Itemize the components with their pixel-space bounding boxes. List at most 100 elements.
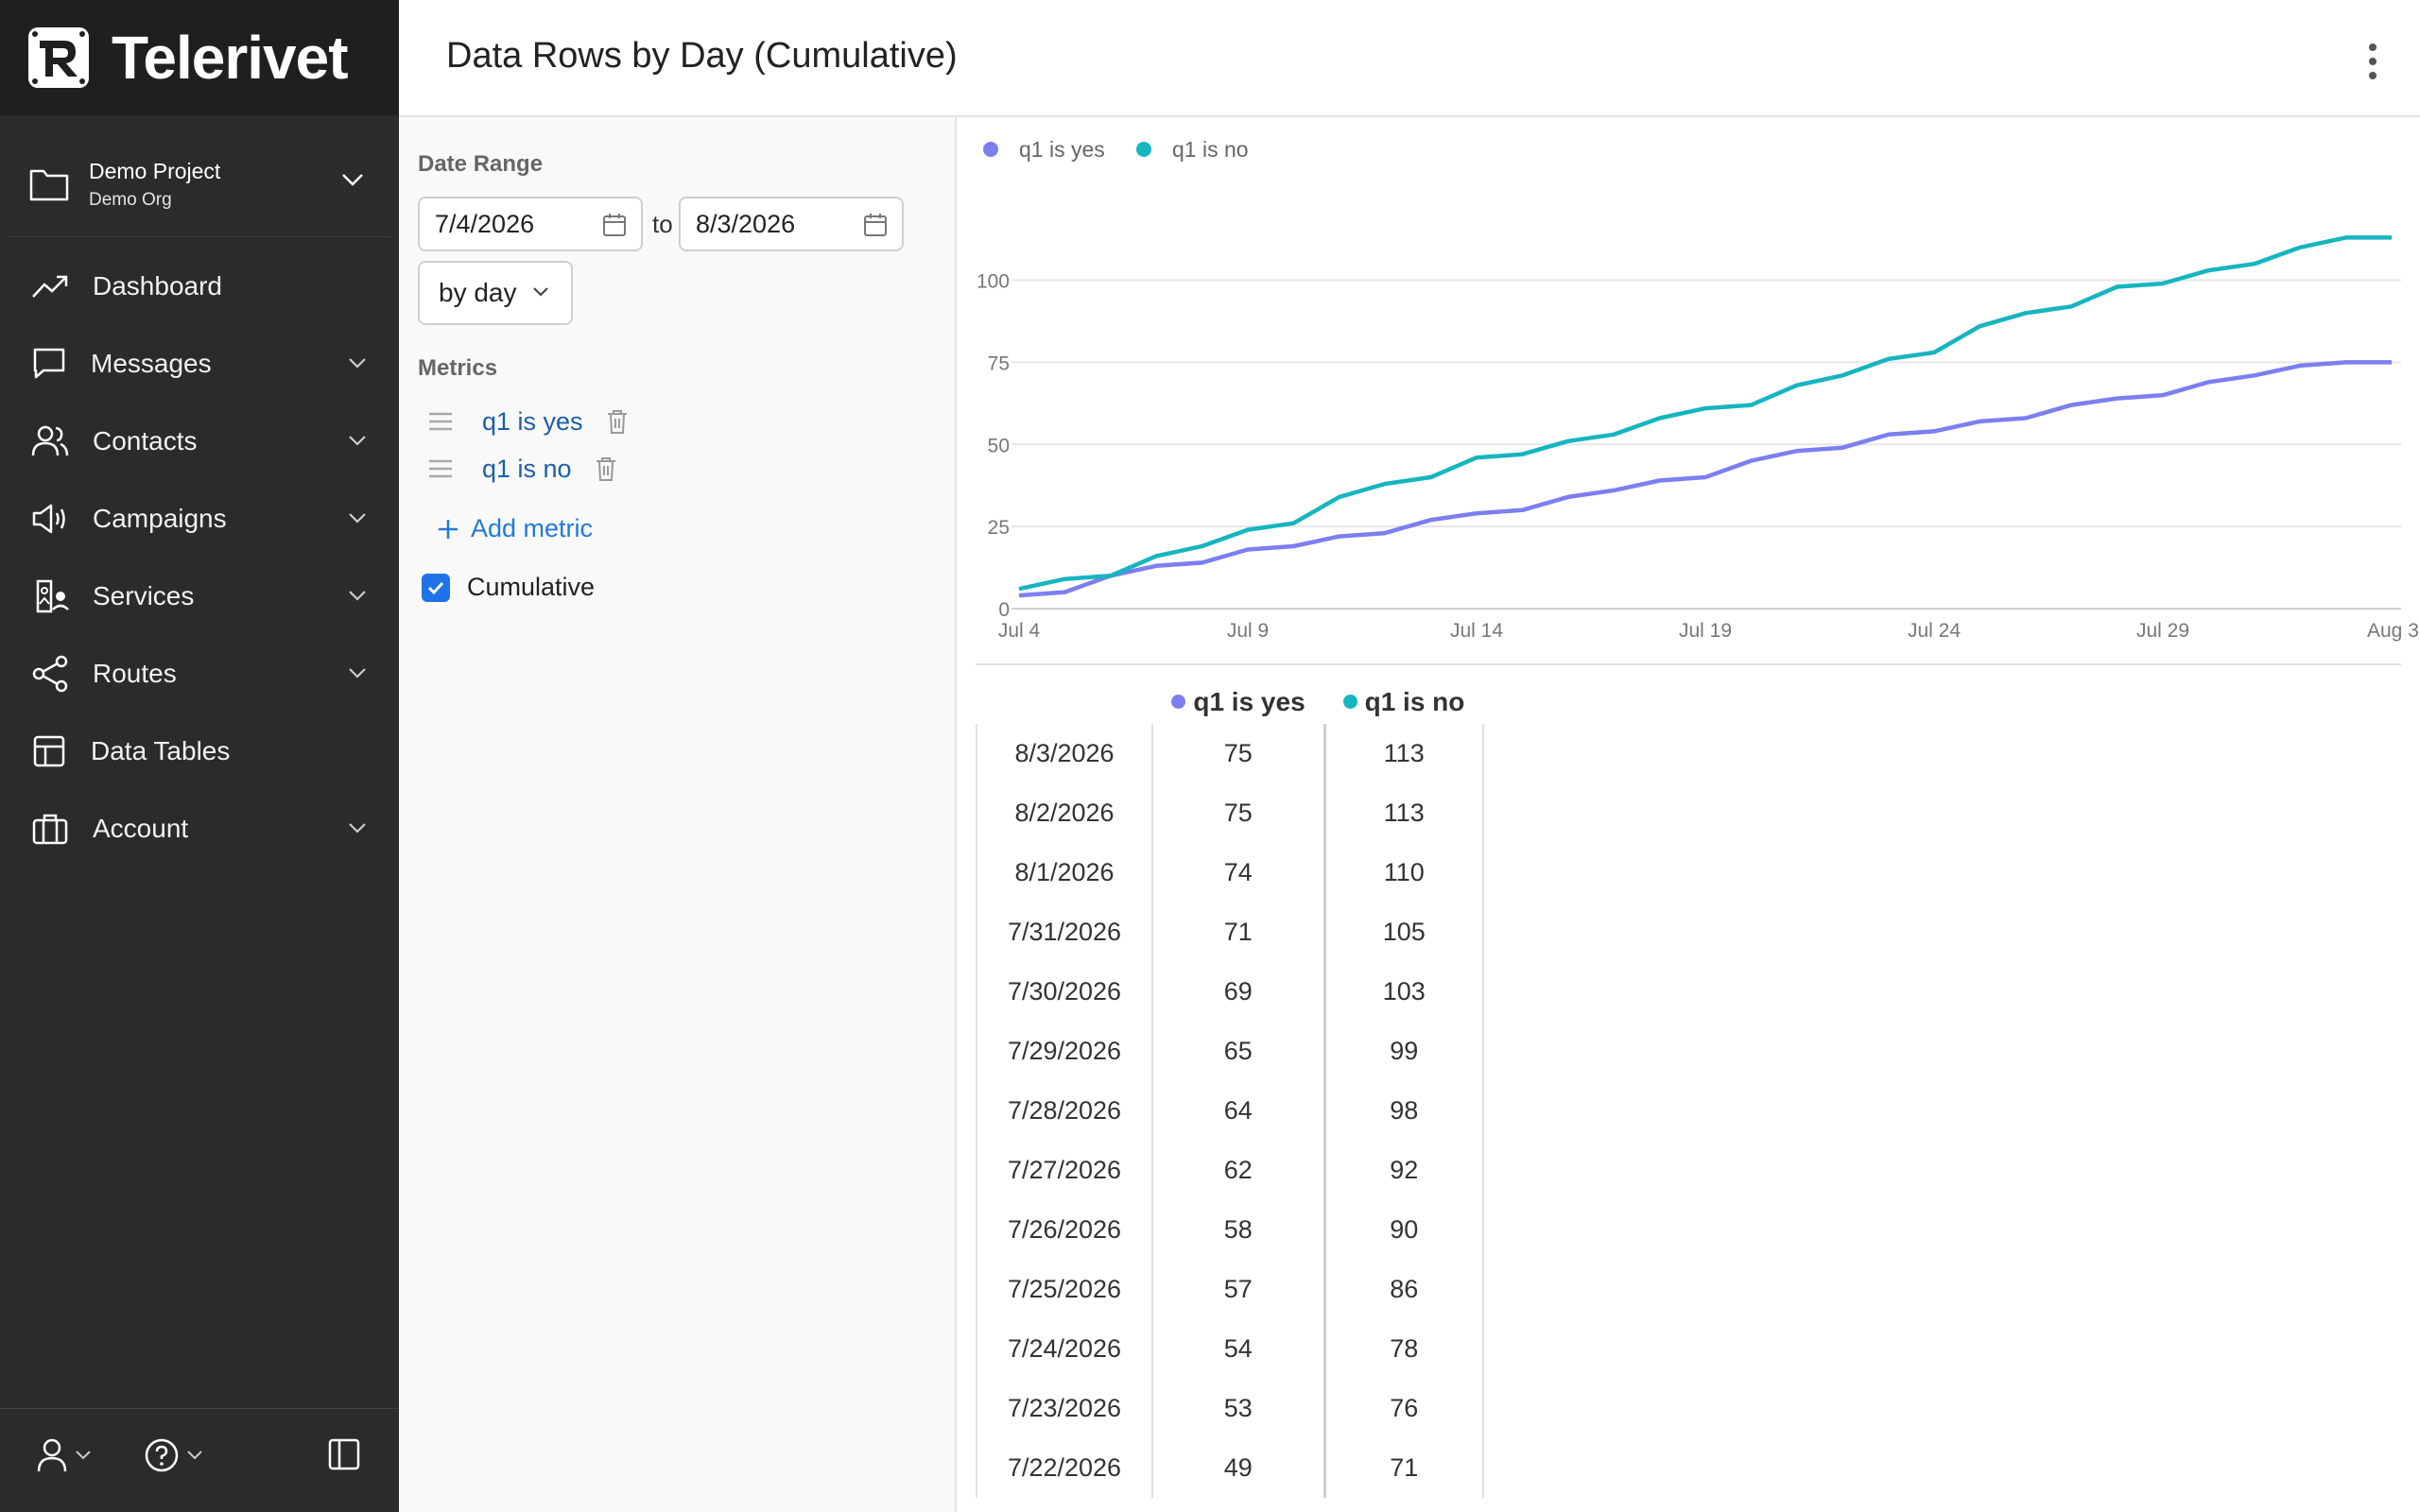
start-date-input[interactable]: 7/4/2026: [418, 197, 643, 251]
sidebar-divider: [8, 236, 391, 237]
megaphone-icon: [32, 504, 65, 534]
q1-no-cell: 92: [1324, 1141, 1484, 1200]
sidebar-item-routes[interactable]: Routes: [0, 640, 399, 708]
q1-yes-cell: 54: [1152, 1319, 1326, 1379]
share-icon: [32, 655, 68, 693]
q1-yes-cell: 49: [1152, 1438, 1326, 1498]
sidebar-item-services[interactable]: Services: [0, 562, 399, 630]
check-icon: [427, 581, 444, 594]
cumulative-label: Cumulative: [467, 573, 596, 601]
to-label: to: [652, 210, 673, 238]
sidebar-item-campaigns[interactable]: Campaigns: [0, 485, 399, 553]
table-row: 7/29/2026 65 99: [976, 1022, 1484, 1081]
metric-link[interactable]: q1 is yes: [482, 406, 583, 436]
legend-q1-no[interactable]: q1 is no: [1172, 137, 1249, 162]
cumulative-checkbox[interactable]: Cumulative: [422, 573, 595, 602]
help-menu-button[interactable]: [144, 1437, 204, 1473]
sidebar-item-contacts[interactable]: Contacts: [0, 407, 399, 475]
chart-series: [1018, 235, 2392, 598]
q1-no-cell: 90: [1324, 1200, 1484, 1260]
table-row: 7/31/2026 71 105: [976, 902, 1484, 962]
legend-q1-yes[interactable]: q1 is yes: [1019, 137, 1105, 162]
project-name: Demo Project: [89, 158, 221, 183]
add-metric-label: Add metric: [471, 514, 594, 542]
sidebar-item-label: Contacts: [93, 426, 198, 455]
date-cell: 7/23/2026: [976, 1379, 1153, 1438]
toggle-sidebar-button[interactable]: [327, 1437, 361, 1471]
user-icon: [37, 1438, 67, 1472]
chevron-down-icon: [349, 436, 366, 446]
date-cell: 7/30/2026: [976, 962, 1153, 1022]
trash-icon[interactable]: [595, 455, 617, 482]
chevron-down-icon: [533, 287, 548, 297]
drag-handle-icon[interactable]: [427, 458, 454, 479]
chart-divider: [976, 663, 2401, 665]
x-tick-label: Jul 19: [1679, 620, 1732, 642]
logo-bar[interactable]: Telerivet: [0, 0, 399, 115]
chevron-down-icon: [349, 358, 366, 369]
q1-no-cell: 99: [1324, 1022, 1484, 1081]
q1-no-cell: 113: [1324, 724, 1484, 783]
table-row: 7/24/2026 54 78: [976, 1319, 1484, 1379]
sidebar-item-account[interactable]: Account: [0, 795, 399, 863]
sidebar-item-label: Routes: [93, 659, 177, 688]
date-column-header: [977, 680, 1152, 724]
q1-yes-cell: 58: [1152, 1200, 1326, 1260]
sidebar-item-dashboard[interactable]: Dashboard: [0, 252, 399, 320]
metric-row: q1 is no: [427, 448, 617, 490]
date-cell: 7/29/2026: [976, 1022, 1153, 1081]
chevron-down-icon: [349, 823, 366, 833]
table-icon: [33, 735, 65, 767]
table-row: 8/3/2026 75 113: [976, 724, 1484, 783]
trash-icon[interactable]: [606, 408, 629, 435]
calendar-icon[interactable]: [862, 212, 889, 238]
x-tick-label: Jul 29: [2136, 620, 2189, 642]
column-header-q1-yes: q1 is yes: [1152, 680, 1324, 724]
x-tick-label: Jul 9: [1227, 620, 1269, 642]
q1-no-cell: 105: [1324, 902, 1484, 962]
chevron-down-icon: [76, 1451, 91, 1460]
q1-yes-cell: 64: [1152, 1081, 1326, 1141]
series-line-q1-no[interactable]: [1018, 235, 2392, 592]
add-metric-button[interactable]: Add metric: [437, 514, 593, 543]
user-menu-button[interactable]: [36, 1437, 93, 1473]
services-icon: [36, 579, 69, 613]
q1-yes-cell: 57: [1152, 1260, 1326, 1319]
end-date-input[interactable]: 8/3/2026: [679, 197, 904, 251]
chevron-down-icon: [187, 1451, 202, 1460]
column-header-label: q1 is yes: [1193, 687, 1305, 716]
date-cell: 8/3/2026: [976, 724, 1153, 783]
sidebar-item-label: Dashboard: [93, 271, 222, 301]
trend-icon: [32, 275, 68, 298]
chevron-down-icon: [342, 174, 363, 186]
chart: q1 is yes q1 is no 0 25 50 75 100 Jul 4 Jul 9…: [957, 117, 2420, 665]
drag-handle-icon[interactable]: [427, 411, 454, 432]
more-options-icon[interactable]: [2363, 38, 2382, 85]
q1-no-cell: 86: [1324, 1260, 1484, 1319]
table-body: 8/3/2026 75 113 8/2/2026 75 113 8/1/2026 74 110 7…: [976, 724, 1484, 1498]
x-tick-label: Jul 4: [998, 620, 1041, 642]
group-by-select[interactable]: by day: [418, 261, 573, 325]
y-tick-label: 100: [977, 271, 1010, 293]
metric-link[interactable]: q1 is no: [482, 454, 572, 483]
series-line-q1-yes[interactable]: [1018, 360, 2392, 598]
q1-no-cell: 113: [1324, 783, 1484, 843]
project-switcher[interactable]: Demo Project Demo Org: [0, 132, 399, 236]
legend-dot-q1-no: [1136, 142, 1151, 157]
q1-no-cell: 71: [1324, 1438, 1484, 1498]
table-row: 7/22/2026 49 71: [976, 1438, 1484, 1498]
sidebar: Telerivet Demo Project Demo Org Dashboar…: [0, 0, 399, 1512]
page-header: Data Rows by Day (Cumulative): [399, 0, 2420, 117]
calendar-icon[interactable]: [601, 212, 628, 238]
sidebar-item-messages[interactable]: Messages: [0, 330, 399, 398]
page-title: Data Rows by Day (Cumulative): [446, 36, 958, 76]
group-by-value: by day: [439, 278, 517, 307]
chart-grid: [1011, 279, 2401, 610]
table-row: 7/30/2026 69 103: [976, 962, 1484, 1022]
q1-yes-cell: 62: [1152, 1141, 1326, 1200]
date-cell: 7/31/2026: [976, 902, 1153, 962]
start-date-value: 7/4/2026: [435, 210, 535, 238]
sidebar-item-data-tables[interactable]: Data Tables: [0, 717, 399, 785]
q1-no-cell: 76: [1324, 1379, 1484, 1438]
checkbox-checked[interactable]: [422, 573, 450, 602]
